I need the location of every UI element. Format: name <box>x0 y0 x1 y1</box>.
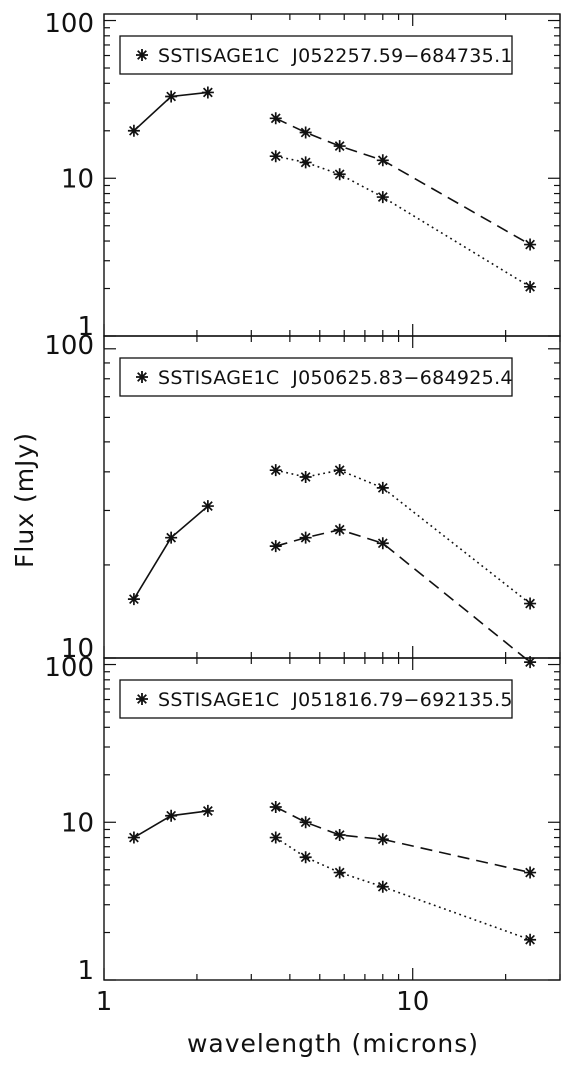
legend: SSTISAGE1C J052257.59−684735.1 <box>119 35 513 75</box>
data-point <box>524 280 537 293</box>
panel-1: 1 10 100 SSTISAGE1C J052257.59−684735.1 <box>44 9 561 342</box>
data-point <box>524 866 537 879</box>
series-line <box>275 806 531 874</box>
data-point <box>269 150 282 163</box>
data-point <box>333 829 346 842</box>
x-tick-label: 1 <box>96 987 113 1017</box>
data-point <box>524 238 537 251</box>
data-point <box>127 124 140 137</box>
data-point <box>376 154 389 167</box>
y-tick-label: 10 <box>61 164 94 194</box>
data-point <box>333 464 346 477</box>
data-point <box>165 90 178 103</box>
data-point <box>376 537 389 550</box>
legend-label: SSTISAGE1C J050625.83−684925.4 <box>158 367 513 389</box>
data-point <box>269 540 282 553</box>
series-dashed <box>269 800 537 879</box>
data-point <box>269 464 282 477</box>
legend-box <box>119 357 513 397</box>
y-axis-label: Flux (mJy) <box>10 432 39 568</box>
data-point <box>376 833 389 846</box>
tick-marks <box>103 14 561 337</box>
data-point <box>333 523 346 536</box>
y-tick-label: 10 <box>61 808 94 838</box>
y-tick-label: 100 <box>44 331 94 361</box>
data-point <box>269 112 282 125</box>
panel-2: 10 100 SSTISAGE1C J050625.83−684925.4 <box>44 331 561 669</box>
series-solid <box>127 804 214 844</box>
series-line <box>275 117 531 246</box>
data-point <box>165 531 178 544</box>
data-point <box>333 140 346 153</box>
x-axis-label: wavelength (microns) <box>187 1029 479 1058</box>
series-solid <box>127 500 214 606</box>
panel-3: 1 10 100 SSTISAGE1C J051816.79−692135.5 <box>44 653 561 986</box>
tick-marks <box>103 658 561 981</box>
series-line <box>133 505 209 600</box>
series-line <box>275 155 531 288</box>
data-point <box>376 481 389 494</box>
data-point <box>333 168 346 181</box>
y-tick-label: 10 <box>61 634 94 664</box>
x-tick-label: 10 <box>396 987 429 1017</box>
series-dotted <box>269 831 537 946</box>
data-point <box>201 500 214 513</box>
legend-label: SSTISAGE1C J052257.59−684735.1 <box>158 45 513 67</box>
y-tick-label: 1 <box>77 312 94 342</box>
data-point <box>376 191 389 204</box>
data-point <box>201 86 214 99</box>
series-dashed <box>269 112 537 251</box>
data-point <box>524 933 537 946</box>
data-point <box>127 831 140 844</box>
legend-box <box>119 679 513 719</box>
x-tick-labels: 1 10 <box>96 987 430 1017</box>
series-line <box>275 469 531 605</box>
data-point <box>299 470 312 483</box>
data-point <box>299 126 312 139</box>
data-point <box>299 531 312 544</box>
legend-marker <box>136 371 148 383</box>
legend-box <box>119 35 513 75</box>
legend-label: SSTISAGE1C J051816.79−692135.5 <box>158 689 513 711</box>
data-point <box>269 800 282 813</box>
y-tick-label: 1 <box>77 956 94 986</box>
tick-marks <box>103 336 561 659</box>
series-dashed <box>269 523 537 669</box>
series-line <box>275 528 531 663</box>
data-point <box>524 597 537 610</box>
series-dotted <box>269 150 537 293</box>
plot-frame <box>103 657 561 981</box>
legend-marker <box>136 49 148 61</box>
legend: SSTISAGE1C J051816.79−692135.5 <box>119 679 513 719</box>
y-tick-label: 100 <box>44 9 94 39</box>
data-point <box>127 593 140 606</box>
series-line <box>275 836 531 941</box>
y-tick-label: 100 <box>44 653 94 683</box>
data-point <box>299 816 312 829</box>
data-point <box>201 804 214 817</box>
data-point <box>165 809 178 822</box>
data-point <box>269 831 282 844</box>
legend: SSTISAGE1C J050625.83−684925.4 <box>119 357 513 397</box>
data-point <box>376 880 389 893</box>
data-point <box>299 156 312 169</box>
series-dotted <box>269 464 537 610</box>
data-point <box>299 851 312 864</box>
series-solid <box>127 86 214 137</box>
legend-marker <box>136 693 148 705</box>
data-point <box>524 656 537 669</box>
data-point <box>333 866 346 879</box>
